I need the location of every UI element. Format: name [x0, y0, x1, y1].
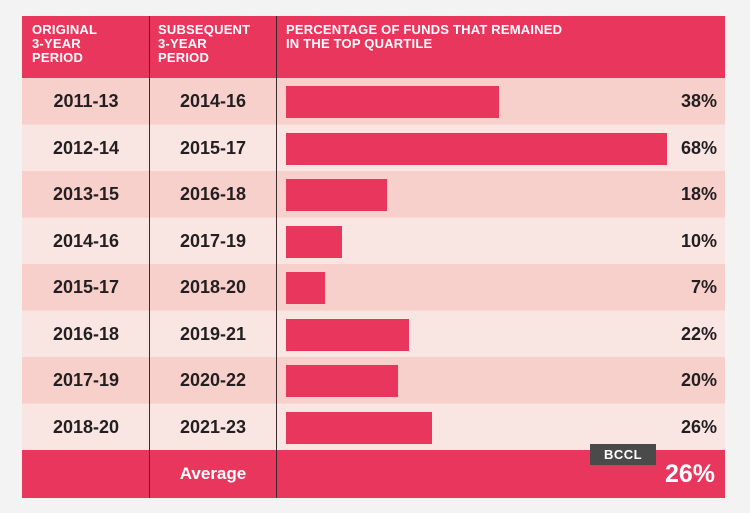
table-header: ORIGINAL 3-YEAR PERIOD SUBSEQUENT 3-YEAR… — [22, 16, 725, 78]
average-label: Average — [179, 464, 247, 483]
subsequent-period-label: 2021-23 — [179, 416, 247, 437]
table-row: 2012-14 2015-17 68% — [22, 124, 725, 171]
percentage-value-label: 20% — [680, 370, 717, 390]
table-row: 2011-13 2014-16 38% — [22, 78, 725, 124]
subsequent-period-label: 2018-20 — [179, 277, 247, 297]
percentage-bar — [286, 272, 326, 304]
table-row: 2017-19 2020-22 20% — [22, 357, 725, 403]
column-divider — [276, 16, 277, 498]
subsequent-period-label: 2020-22 — [179, 370, 247, 390]
percentage-value-label: 68% — [680, 137, 717, 158]
original-period-label: 2012-14 — [52, 137, 120, 158]
original-period-label: 2015-17 — [52, 277, 120, 297]
original-period-label: 2018-20 — [52, 416, 120, 437]
table-row: 2015-17 2018-20 7% — [22, 264, 725, 310]
original-period-label: 2017-19 — [52, 370, 120, 390]
original-period-label: 2016-18 — [52, 323, 120, 344]
percentage-value-label: 10% — [680, 230, 717, 251]
percentage-value-label: 22% — [680, 323, 717, 344]
percentage-bar — [286, 318, 410, 351]
header-percentage: PERCENTAGE OF FUNDS THAT REMAINED IN THE… — [286, 22, 563, 51]
subsequent-period-label: 2016-18 — [179, 184, 247, 204]
original-period-label: 2014-16 — [52, 230, 120, 251]
table-row: 2014-16 2017-19 10% — [22, 217, 725, 264]
percentage-bar — [286, 225, 343, 258]
table-row: 2018-20 2021-23 26% — [22, 403, 725, 450]
bccl-watermark: BCCL — [590, 444, 657, 465]
subsequent-period-label: 2019-21 — [179, 323, 247, 344]
table-row: 2016-18 2019-21 22% — [22, 310, 725, 357]
percentage-bar — [286, 86, 499, 118]
table-row: 2013-15 2016-18 18% — [22, 171, 725, 217]
percentage-bar — [286, 179, 387, 211]
percentage-value-label: 18% — [680, 184, 717, 204]
subsequent-period-label: 2014-16 — [179, 91, 247, 111]
fund-quartile-table: ORIGINAL 3-YEAR PERIOD SUBSEQUENT 3-YEAR… — [22, 16, 725, 498]
percentage-value-label: 38% — [680, 91, 717, 111]
column-divider — [149, 16, 150, 498]
average-value: 26% — [664, 460, 715, 488]
percentage-value-label: 26% — [680, 416, 717, 437]
subsequent-period-label: 2017-19 — [179, 230, 247, 251]
percentage-bar — [286, 365, 399, 397]
original-period-label: 2013-15 — [52, 184, 120, 204]
percentage-bar — [286, 411, 432, 444]
header-original-period: ORIGINAL 3-YEAR PERIOD — [32, 22, 98, 65]
subsequent-period-label: 2015-17 — [179, 137, 247, 158]
header-subsequent-period: SUBSEQUENT 3-YEAR PERIOD — [158, 22, 251, 65]
percentage-bar — [286, 132, 667, 165]
original-period-label: 2011-13 — [53, 91, 119, 111]
percentage-value-label: 7% — [690, 277, 717, 297]
